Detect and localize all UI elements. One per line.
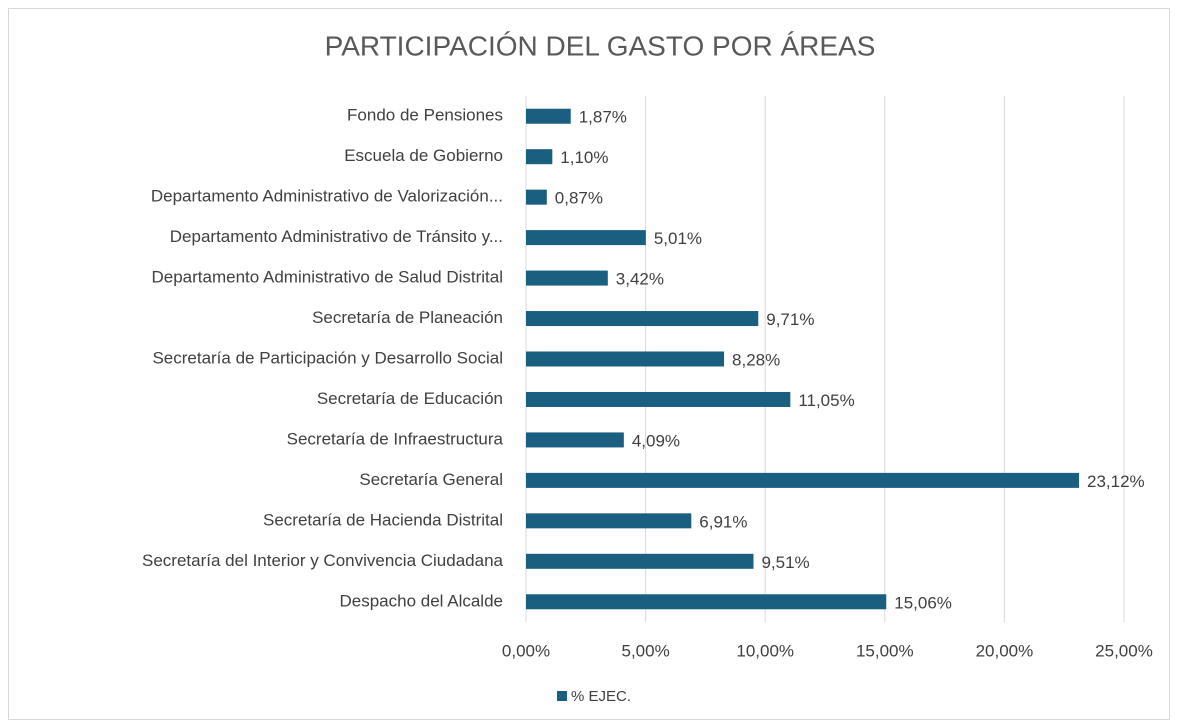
chart-title: PARTICIPACIÓN DEL GASTO POR ÁREAS (325, 30, 876, 61)
x-tick-label: 5,00% (621, 641, 669, 660)
y-tick-label: Departamento Administrativo de Valorizac… (151, 187, 503, 206)
bar (526, 594, 887, 610)
x-tick-label: 15,00% (856, 641, 914, 660)
y-tick-label: Despacho del Alcalde (339, 591, 503, 610)
x-tick-label: 10,00% (736, 641, 794, 660)
bar (526, 108, 571, 124)
data-label: 9,71% (766, 310, 814, 329)
data-label: 11,05% (798, 391, 854, 410)
data-label: 3,42% (616, 270, 664, 289)
bar (526, 270, 608, 286)
bar (526, 230, 646, 246)
y-tick-label: Departamento Administrativo de Tránsito … (170, 227, 503, 246)
legend-swatch (557, 691, 567, 701)
bar (526, 391, 791, 407)
data-label: 0,87% (555, 189, 603, 208)
x-tick-label: 0,00% (502, 641, 550, 660)
y-tick-label: Escuela de Gobierno (344, 146, 503, 165)
data-label: 5,01% (654, 229, 702, 248)
x-tick-label: 20,00% (976, 641, 1034, 660)
data-label: 1,10% (560, 148, 608, 167)
x-tick-label: 25,00% (1095, 641, 1153, 660)
bar (526, 472, 1080, 488)
bar (526, 432, 624, 448)
bar (526, 553, 754, 569)
y-tick-label: Secretaría General (359, 470, 503, 489)
bar (526, 351, 725, 367)
y-tick-label: Secretaría de Planeación (312, 308, 503, 327)
y-tick-label: Secretaría del Interior y Convivencia Ci… (142, 551, 504, 570)
bar (526, 149, 553, 165)
data-label: 23,12% (1087, 472, 1145, 491)
y-tick-label: Departamento Administrativo de Salud Dis… (152, 268, 504, 287)
data-label: 15,06% (894, 593, 952, 612)
bar (526, 189, 547, 205)
y-tick-label: Fondo de Pensiones (347, 106, 503, 125)
data-label: 8,28% (732, 350, 780, 369)
bar (526, 311, 759, 327)
data-label: 9,51% (761, 553, 809, 572)
data-label: 4,09% (632, 431, 680, 450)
data-label: 6,91% (699, 512, 747, 531)
data-label: 1,87% (579, 108, 627, 127)
y-tick-label: Secretaría de Hacienda Distrital (263, 510, 503, 529)
y-tick-label: Secretaría de Participación y Desarrollo… (152, 348, 503, 367)
y-tick-label: Secretaría de Infraestructura (287, 429, 504, 448)
legend-label: % EJEC. (571, 688, 631, 705)
bar (526, 513, 692, 529)
y-tick-label: Secretaría de Educación (317, 389, 503, 408)
